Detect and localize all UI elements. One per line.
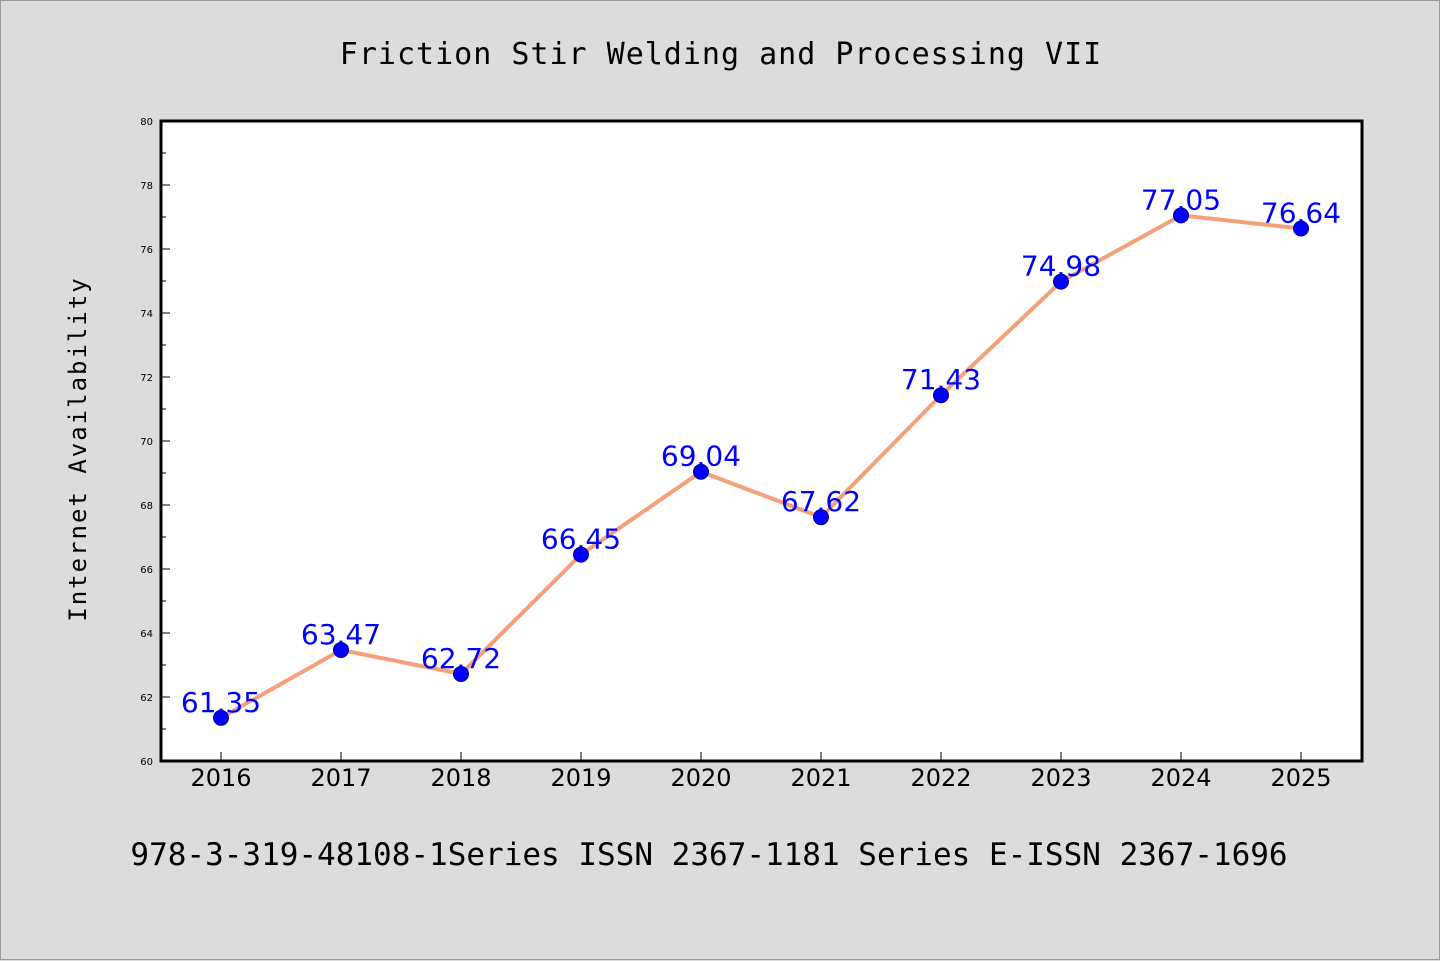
data-label: 66.45 <box>541 523 621 556</box>
x-tick-label: 2023 <box>1030 764 1091 792</box>
x-tick-label: 2025 <box>1270 764 1331 792</box>
data-label: 63.47 <box>301 618 381 651</box>
x-tick-label: 2020 <box>670 764 731 792</box>
data-label: 69.04 <box>661 440 741 473</box>
series-layer: 61.35 63.47 62.72 66.45 69.04 67.62 71.43 74.98… <box>181 183 1341 726</box>
y-tick-label: 62 <box>140 693 153 704</box>
y-axis: 60 62 64 66 68 70 72 74 76 78 80 <box>140 117 170 768</box>
x-tick-label: 2018 <box>430 764 491 792</box>
data-label: 61.35 <box>181 686 261 719</box>
data-point <box>1053 273 1069 290</box>
y-axis-label: Internet Availability <box>64 276 92 621</box>
x-tick-label: 2019 <box>550 764 611 792</box>
data-point <box>1293 220 1309 237</box>
data-label: 67.62 <box>781 485 861 518</box>
x-tick-label: 2016 <box>190 764 251 792</box>
x-axis: 2016 2017 2018 2019 2020 2021 2022 2023 2024 2025 <box>190 752 1332 792</box>
data-label: 77.05 <box>1141 183 1221 216</box>
data-point <box>453 665 469 682</box>
chart-title: Friction Stir Welding and Processing VII <box>340 37 1102 72</box>
y-tick-label: 66 <box>140 565 153 576</box>
data-point <box>693 463 709 480</box>
x-tick-label: 2022 <box>910 764 971 792</box>
data-point <box>813 509 829 526</box>
data-point <box>933 387 949 404</box>
data-point <box>1173 207 1189 224</box>
footer-text: 978-3-319-48108-1Series ISSN 2367-1181 S… <box>130 837 1287 873</box>
y-tick-label: 68 <box>140 501 153 512</box>
y-tick-label: 78 <box>140 181 153 192</box>
y-tick-label: 74 <box>140 309 153 320</box>
data-point <box>573 546 589 563</box>
data-label: 71.43 <box>901 363 981 396</box>
data-label: 62.72 <box>421 642 501 675</box>
data-point <box>333 641 349 658</box>
y-tick-label: 72 <box>140 373 153 384</box>
data-label: 76.64 <box>1261 197 1341 230</box>
y-tick-label: 80 <box>140 117 153 128</box>
data-label: 74.98 <box>1021 250 1101 283</box>
data-point <box>213 709 229 726</box>
y-tick-label: 70 <box>140 437 153 448</box>
series-line <box>219 213 1303 720</box>
y-tick-label: 64 <box>140 629 153 640</box>
x-tick-label: 2021 <box>790 764 851 792</box>
x-tick-label: 2017 <box>310 764 371 792</box>
y-tick-label: 76 <box>140 245 153 256</box>
y-tick-label: 60 <box>140 757 153 768</box>
x-tick-label: 2024 <box>1150 764 1211 792</box>
